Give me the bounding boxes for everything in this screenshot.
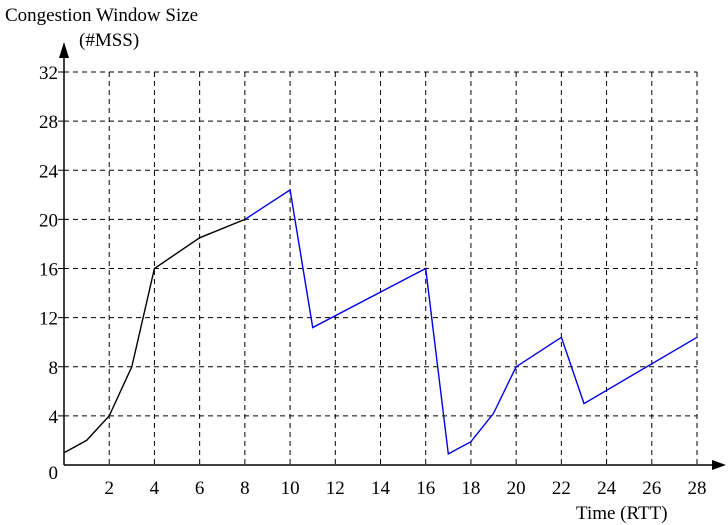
- y-tick-label: 8: [49, 358, 59, 379]
- x-tick-label: 6: [195, 478, 205, 499]
- x-tick-label: 16: [416, 478, 435, 499]
- x-tick-label: 22: [552, 478, 571, 499]
- chart-title: Congestion Window Size: [5, 5, 198, 26]
- axes: [59, 42, 726, 470]
- x-tick-label: 10: [281, 478, 300, 499]
- y-tick-label: 24: [39, 161, 59, 182]
- x-tick-label: 2: [104, 478, 114, 499]
- series-line-1: [63, 218, 246, 454]
- y-tick-label: 20: [39, 210, 58, 231]
- x-tick-label: 18: [461, 478, 480, 499]
- x-tick-label: 20: [507, 478, 526, 499]
- series-lines: [63, 188, 698, 456]
- x-tick-label: 4: [150, 478, 160, 499]
- y-tick-label: 32: [39, 63, 58, 84]
- grid: [64, 71, 698, 465]
- y-axis-arrow: [59, 42, 69, 58]
- x-tick-label: 12: [326, 478, 345, 499]
- y-tick-label: 12: [39, 309, 58, 330]
- x-tick-label: 14: [371, 478, 391, 499]
- y-tick-label: 0: [49, 463, 59, 484]
- x-tick-label: 24: [597, 478, 617, 499]
- x-axis-arrow: [712, 460, 726, 470]
- y-tick-label: 16: [39, 260, 58, 281]
- y-tick-label: 4: [49, 407, 59, 428]
- x-tick-label: 28: [688, 478, 707, 499]
- x-axis-label: Time (RTT): [576, 503, 668, 524]
- x-tick-label: 8: [240, 478, 250, 499]
- y-tick-label: 28: [39, 112, 58, 133]
- x-tick-label: 26: [642, 478, 661, 499]
- series-line-2: [244, 188, 698, 456]
- y-axis-label: (#MSS): [79, 30, 139, 51]
